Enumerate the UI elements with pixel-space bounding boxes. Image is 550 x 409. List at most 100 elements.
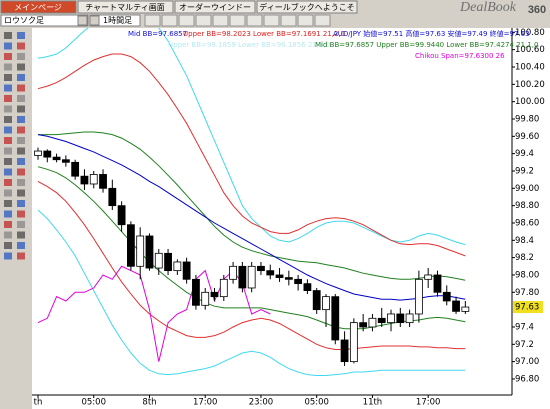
candle-body [80, 175, 89, 185]
candle-body [89, 174, 98, 185]
tab[interactable] [256, 0, 358, 14]
y-tick-label: 100.00 [515, 97, 545, 107]
tool-icon[interactable] [17, 32, 25, 39]
y-tick-label: 98.4 [515, 236, 534, 246]
tab[interactable] [77, 0, 174, 14]
tool-icon[interactable] [17, 74, 25, 81]
candle-body [257, 265, 265, 272]
tool-button[interactable] [314, 14, 331, 27]
y-tick-label: 98.00 [515, 270, 539, 280]
y-tick-label: 97.2 [515, 340, 534, 350]
tool-icon[interactable] [17, 231, 25, 239]
tool-button[interactable] [195, 14, 212, 27]
tool-icon[interactable] [4, 126, 12, 134]
tool-button[interactable] [178, 14, 195, 27]
tool-icon[interactable] [4, 84, 12, 92]
tool-icon[interactable] [4, 179, 12, 186]
tab[interactable] [174, 0, 256, 14]
x-tick-label: 8th [142, 398, 156, 408]
x-tick-label: 17:00 [416, 398, 441, 408]
left-toolbar [4, 32, 25, 260]
tool-button[interactable] [212, 14, 229, 27]
tool-icon[interactable] [17, 137, 25, 144]
candle-body [127, 224, 135, 267]
tool-icon[interactable] [17, 200, 25, 207]
tool-button[interactable] [144, 14, 161, 27]
tool-icon[interactable] [4, 231, 12, 239]
candle-body [452, 300, 460, 312]
tool-icon[interactable] [17, 179, 25, 186]
tool-icon[interactable] [17, 53, 25, 60]
tool-icon[interactable] [4, 147, 12, 155]
tool-icon[interactable] [17, 147, 25, 155]
tool-icon[interactable] [17, 126, 25, 134]
candle-body [99, 174, 107, 189]
chart-type-label[interactable]: ロウソク足 [4, 16, 44, 25]
legend-entry: Mid BB=97.6857 [128, 30, 187, 38]
y-tick-label: 99.60 [515, 132, 539, 142]
tool-icon[interactable] [17, 189, 25, 197]
tool-icon[interactable] [4, 32, 12, 39]
x-tick-label: 23:00 [249, 398, 274, 408]
tool-icon[interactable] [4, 63, 12, 71]
timeframe-label[interactable]: 1時間足 [103, 16, 132, 25]
tool-icon[interactable] [17, 252, 25, 260]
tab-active[interactable] [0, 0, 77, 14]
candle-body [210, 291, 219, 298]
tool-button[interactable] [280, 14, 297, 27]
tab-label[interactable]: オーダーウインドー [179, 2, 251, 12]
tool-icon[interactable] [4, 116, 12, 123]
tool-icon[interactable] [4, 210, 12, 218]
tool-icon[interactable] [17, 42, 25, 50]
y-tick-label: 100.80 [515, 28, 545, 38]
tool-icon[interactable] [17, 116, 25, 123]
tool-icon[interactable] [17, 242, 25, 249]
tool-icon[interactable] [17, 158, 25, 165]
tool-icon[interactable] [4, 53, 12, 60]
tool-icon[interactable] [4, 42, 12, 50]
y-tick-label: 98.2 [515, 253, 534, 263]
tool-button[interactable] [161, 14, 178, 27]
x-tick-label: 11th [363, 398, 383, 408]
tool-icon[interactable] [17, 63, 25, 71]
tool-icon[interactable] [17, 95, 25, 102]
tool-icon[interactable] [4, 189, 12, 197]
tool-icon[interactable] [4, 252, 12, 260]
dropdown-button[interactable] [89, 15, 100, 26]
tool-icon[interactable] [4, 105, 12, 113]
y-tick-label: 98.60 [515, 218, 539, 228]
tool-icon[interactable] [17, 221, 25, 228]
y-tick-label: 99.80 [515, 114, 539, 124]
tool-button[interactable] [297, 14, 314, 27]
candle-body [433, 274, 442, 293]
candle-body [145, 235, 154, 269]
tool-icon[interactable] [4, 95, 12, 102]
tool-icon[interactable] [4, 137, 12, 144]
tool-icon[interactable] [4, 221, 12, 228]
chart-type-select[interactable] [0, 14, 89, 27]
candle-body [414, 278, 423, 315]
x-tick-label: 05:00 [304, 398, 329, 408]
tool-button[interactable] [229, 14, 246, 27]
tool-icon[interactable] [4, 158, 12, 165]
candle-body [154, 252, 163, 269]
tool-button[interactable] [246, 14, 263, 27]
candle-body [359, 322, 368, 328]
tab-label[interactable]: ディールブックへようこそ [259, 2, 354, 12]
tool-icon[interactable] [17, 168, 25, 176]
tool-icon[interactable] [4, 242, 12, 249]
tool-icon[interactable] [4, 168, 12, 176]
tool-icon[interactable] [17, 105, 25, 113]
tab-label[interactable]: メインページ [14, 3, 62, 12]
tool-icon[interactable] [4, 200, 12, 207]
tool-icon[interactable] [4, 74, 12, 81]
tool-icon[interactable] [17, 210, 25, 218]
tool-button[interactable] [263, 14, 280, 27]
tab-label[interactable]: チャートマルティ画面 [85, 3, 164, 12]
dropdown-button[interactable] [77, 15, 88, 26]
tool-icon[interactable] [17, 84, 25, 92]
candle-body [275, 274, 284, 278]
candle-body [396, 313, 405, 324]
indicator-line [37, 28, 466, 246]
